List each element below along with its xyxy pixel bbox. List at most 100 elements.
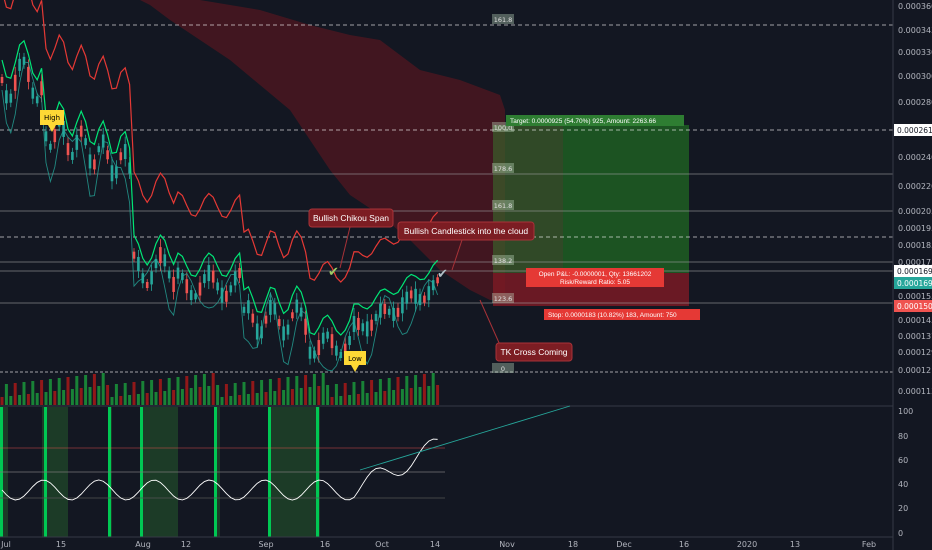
svg-text:0: 0 [501, 365, 505, 373]
candle-body [339, 351, 343, 358]
volume-bar [238, 395, 242, 405]
svg-text:161.8: 161.8 [494, 202, 513, 210]
candle-body [35, 96, 39, 104]
oscillator [0, 405, 571, 537]
volume-bar [154, 392, 158, 405]
volume-bar [436, 385, 440, 405]
candle-body [137, 256, 140, 271]
candle-body [18, 58, 21, 71]
candle-body [75, 134, 79, 150]
candle-body [71, 151, 74, 160]
volume-bar [53, 391, 57, 405]
price-tick: 0.0002050 [898, 207, 932, 216]
candle-body [207, 265, 211, 282]
volume-bar [273, 391, 277, 405]
fib-label: 0 [492, 363, 514, 373]
time-tick: Jul [0, 540, 11, 549]
oscillator-panel [0, 406, 893, 537]
fib-labels: 161.8 100.0 178.6 161.8 138.2 123.6 0 [492, 14, 514, 373]
osc-tick: 100 [898, 407, 913, 416]
candle-body [409, 290, 413, 299]
volume-bar [62, 390, 66, 405]
candle-body [88, 154, 92, 169]
volume-bar [128, 395, 132, 405]
volume-bar [264, 392, 268, 405]
volume-bar [136, 394, 140, 405]
volume-bar [97, 386, 101, 405]
candle-body [321, 332, 325, 344]
svg-text:178.6: 178.6 [494, 165, 513, 173]
volume-bar [352, 382, 356, 405]
candle-body [273, 303, 277, 315]
candle-body [392, 307, 395, 321]
svg-text:100.0: 100.0 [494, 124, 513, 132]
volume-bar [409, 388, 413, 405]
volume-bar [422, 374, 426, 405]
volume-bar [158, 379, 162, 405]
candle-body [176, 267, 180, 279]
candle-body [40, 81, 43, 96]
volume-bar [13, 383, 17, 405]
price-badge-stop: 0.0001508 [894, 300, 932, 312]
candle-body [194, 293, 197, 300]
volume-bar [392, 390, 396, 405]
price-tick: 0.0002200 [898, 182, 932, 191]
volume-bar [330, 397, 334, 405]
candle-body [31, 87, 35, 99]
time-tick: Oct [375, 540, 389, 549]
candle-body [286, 324, 290, 335]
candle-body [203, 274, 206, 284]
volume-bar [101, 373, 105, 405]
volume-bar [185, 376, 189, 405]
candle-body [255, 323, 259, 340]
volume-bar [427, 386, 431, 405]
price-tick: 0.0003000 [898, 72, 932, 81]
volume-bar [194, 375, 198, 405]
price-tick: 0.0001370 [898, 332, 932, 341]
volume-bar [189, 388, 193, 405]
volume-bar [198, 387, 202, 405]
volume-bar [418, 387, 422, 405]
svg-text:Low: Low [348, 355, 362, 363]
volume-bar [57, 378, 61, 405]
candle-body [401, 297, 404, 314]
volume-bar [150, 380, 154, 405]
candle-body [163, 254, 167, 267]
svg-text:138.2: 138.2 [494, 257, 513, 265]
candle-body [277, 319, 281, 327]
time-axis-ticks: Jul 15 Aug 12 Sep 16 Oct 14 Nov 18 Dec 16 2020 13 Feb [0, 540, 876, 549]
candle-body [49, 143, 52, 150]
candle-body [229, 285, 233, 293]
annotation-tk-cross: TK Cross Coming [479, 299, 573, 362]
volume-bar [255, 393, 259, 405]
candle-body [414, 288, 417, 304]
price-tick: 0.0001130 [898, 387, 932, 396]
volume-bar [35, 393, 39, 405]
volume-bar [339, 396, 343, 405]
candle-body [5, 90, 8, 104]
candle-body [238, 268, 241, 279]
candle-body [251, 313, 255, 323]
volume-bar [145, 393, 149, 405]
volume-bar [114, 384, 118, 405]
candle-body [9, 93, 13, 103]
svg-text:Open P&L: -0.0000001, Qty: 136: Open P&L: -0.0000001, Qty: 13661202 [539, 271, 652, 278]
price-tick: 0.0003430 [898, 26, 932, 35]
candle-body [242, 306, 246, 313]
volume-bar [207, 386, 211, 405]
candle-body [27, 66, 30, 82]
volume-bar [220, 397, 224, 405]
candle-body [335, 345, 338, 356]
time-tick: 16 [679, 540, 689, 549]
candle-body [132, 251, 136, 259]
candle-body [282, 326, 285, 341]
volume-bar [326, 385, 330, 405]
candle-body [291, 312, 294, 319]
volume-bar [31, 381, 35, 405]
price-badge-current_a: 0.0001691 [894, 265, 932, 277]
osc-line [1, 438, 438, 501]
volume-bar [260, 380, 264, 405]
